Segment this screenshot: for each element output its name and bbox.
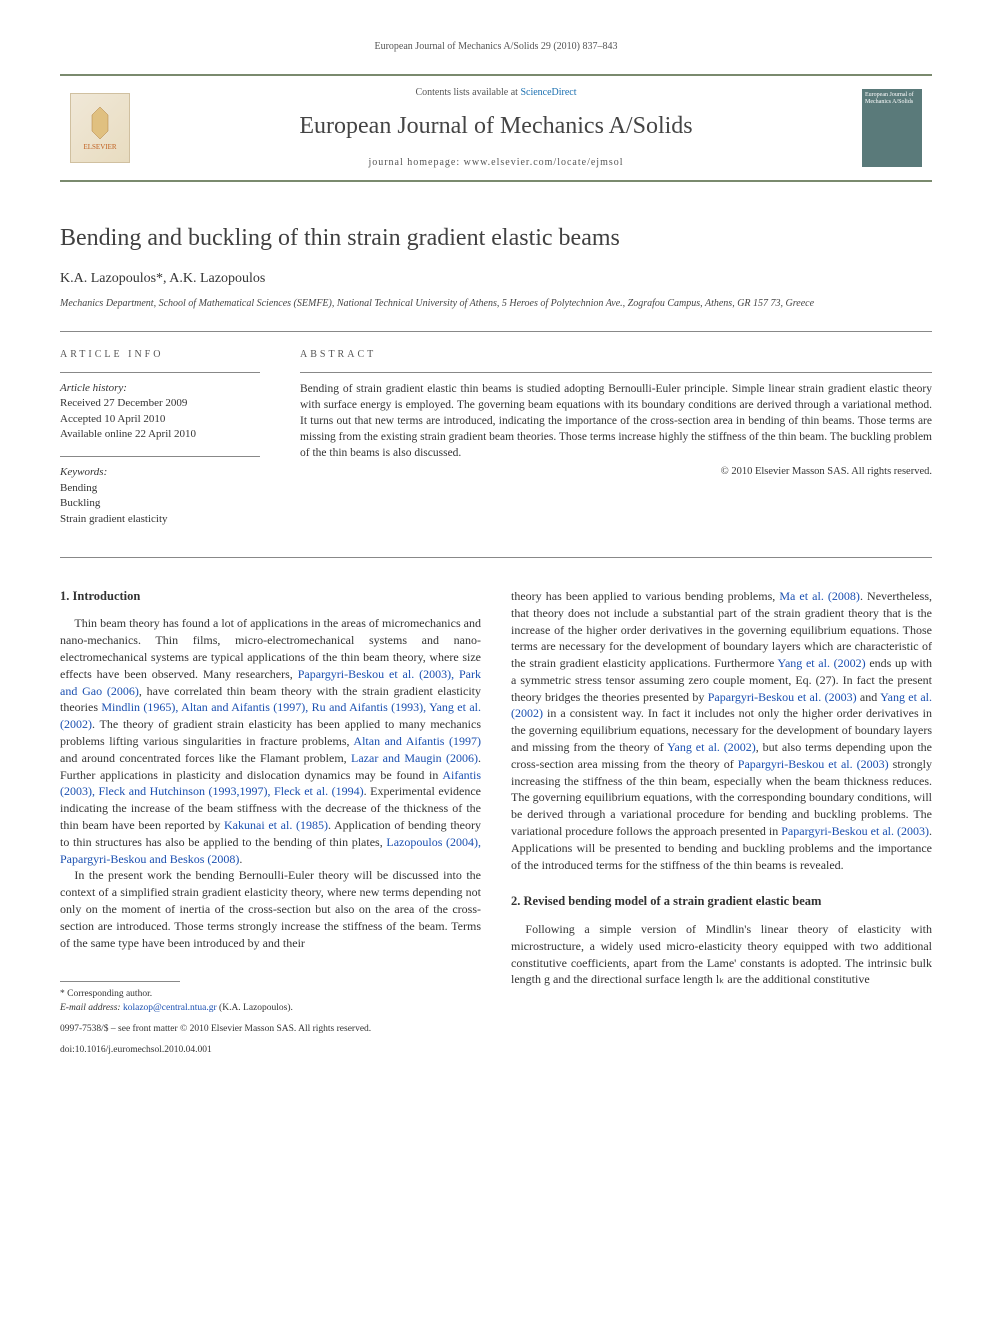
keywords-block: Keywords: Bending Buckling Strain gradie…: [60, 457, 260, 527]
affiliation: Mechanics Department, School of Mathemat…: [60, 297, 932, 311]
doi-line: doi:10.1016/j.euromechsol.2010.04.001: [60, 1044, 481, 1057]
info-abstract-row: ARTICLE INFO Article history: Received 2…: [60, 332, 932, 557]
keyword: Strain gradient elasticity: [60, 512, 260, 527]
corresponding-author-note: * Corresponding author.: [60, 988, 481, 1001]
elsevier-logo-icon: ELSEVIER: [70, 93, 130, 163]
sciencedirect-link[interactable]: ScienceDirect: [520, 87, 576, 98]
abstract-column: ABSTRACT Bending of strain gradient elas…: [300, 348, 932, 541]
article-title: Bending and buckling of thin strain grad…: [60, 222, 932, 256]
history-label: Article history:: [60, 381, 260, 396]
keyword: Buckling: [60, 496, 260, 511]
intro-paragraph-2: In the present work the bending Bernoull…: [60, 867, 481, 951]
homepage-url[interactable]: www.elsevier.com/locate/ejmsol: [464, 157, 624, 168]
abstract-label: ABSTRACT: [300, 348, 932, 362]
citation-link[interactable]: Yang et al. (2002): [778, 656, 866, 670]
citation-link[interactable]: Yang et al. (2002): [667, 740, 756, 754]
text-run: and: [857, 690, 881, 704]
front-matter-line: 0997-7538/$ – see front matter © 2010 El…: [60, 1023, 481, 1036]
publisher-logo-box: ELSEVIER: [60, 76, 140, 180]
abstract-text: Bending of strain gradient elastic thin …: [300, 373, 932, 461]
citation-link[interactable]: Kakunai et al. (1985): [224, 818, 328, 832]
authors: K.A. Lazopoulos*, A.K. Lazopoulos: [60, 269, 932, 289]
citation-link[interactable]: Papargyri-Beskou et al. (2003): [738, 757, 889, 771]
masthead-center: Contents lists available at ScienceDirec…: [140, 76, 852, 180]
intro-paragraph-1: Thin beam theory has found a lot of appl…: [60, 615, 481, 867]
journal-masthead: ELSEVIER Contents lists available at Sci…: [60, 74, 932, 182]
article-history: Article history: Received 27 December 20…: [60, 373, 260, 443]
email-line: E-mail address: kolazop@central.ntua.gr …: [60, 1002, 481, 1015]
contents-prefix: Contents lists available at: [415, 87, 520, 98]
citation-link[interactable]: Papargyri-Beskou et al. (2003): [781, 824, 929, 838]
section-heading-introduction: 1. Introduction: [60, 588, 481, 606]
text-run: theory has been applied to various bendi…: [511, 589, 779, 603]
online-date: Available online 22 April 2010: [60, 427, 260, 442]
body-column-left: 1. Introduction Thin beam theory has fou…: [60, 588, 481, 1058]
publisher-name: ELSEVIER: [83, 143, 116, 153]
homepage-label: journal homepage:: [368, 157, 463, 168]
citation-link[interactable]: Ma et al. (2008): [779, 589, 860, 603]
email-suffix: (K.A. Lazopoulos).: [217, 1003, 293, 1013]
citation-link[interactable]: Altan and Aifantis (1997): [353, 734, 481, 748]
keyword: Bending: [60, 481, 260, 496]
text-run: and around concentrated forces like the …: [60, 751, 351, 765]
divider: [60, 557, 932, 558]
keywords-label: Keywords:: [60, 465, 260, 480]
abstract-copyright: © 2010 Elsevier Masson SAS. All rights r…: [300, 465, 932, 480]
cover-thumb-box: European Journal of Mechanics A/Solids: [852, 76, 932, 180]
section-heading-2: 2. Revised bending model of a strain gra…: [511, 893, 932, 911]
article-info-column: ARTICLE INFO Article history: Received 2…: [60, 348, 260, 541]
journal-name: European Journal of Mechanics A/Solids: [140, 110, 852, 144]
journal-cover-icon: European Journal of Mechanics A/Solids: [862, 89, 922, 167]
received-date: Received 27 December 2009: [60, 396, 260, 411]
body-column-right: theory has been applied to various bendi…: [511, 588, 932, 1058]
email-link[interactable]: kolazop@central.ntua.gr: [123, 1003, 217, 1013]
col2-paragraph-1: theory has been applied to various bendi…: [511, 588, 932, 874]
text-run: .: [239, 852, 242, 866]
citation-link[interactable]: Papargyri-Beskou et al. (2003): [708, 690, 857, 704]
email-label: E-mail address:: [60, 1003, 123, 1013]
sec2-paragraph-1: Following a simple version of Mindlin's …: [511, 921, 932, 988]
running-header: European Journal of Mechanics A/Solids 2…: [60, 40, 932, 54]
homepage-line: journal homepage: www.elsevier.com/locat…: [140, 156, 852, 170]
body-columns: 1. Introduction Thin beam theory has fou…: [60, 588, 932, 1058]
article-info-label: ARTICLE INFO: [60, 348, 260, 362]
contents-available-line: Contents lists available at ScienceDirec…: [140, 86, 852, 100]
accepted-date: Accepted 10 April 2010: [60, 412, 260, 427]
cover-text: European Journal of Mechanics A/Solids: [865, 92, 914, 105]
footnote-separator: [60, 981, 180, 982]
citation-link[interactable]: Lazar and Maugin (2006): [351, 751, 478, 765]
